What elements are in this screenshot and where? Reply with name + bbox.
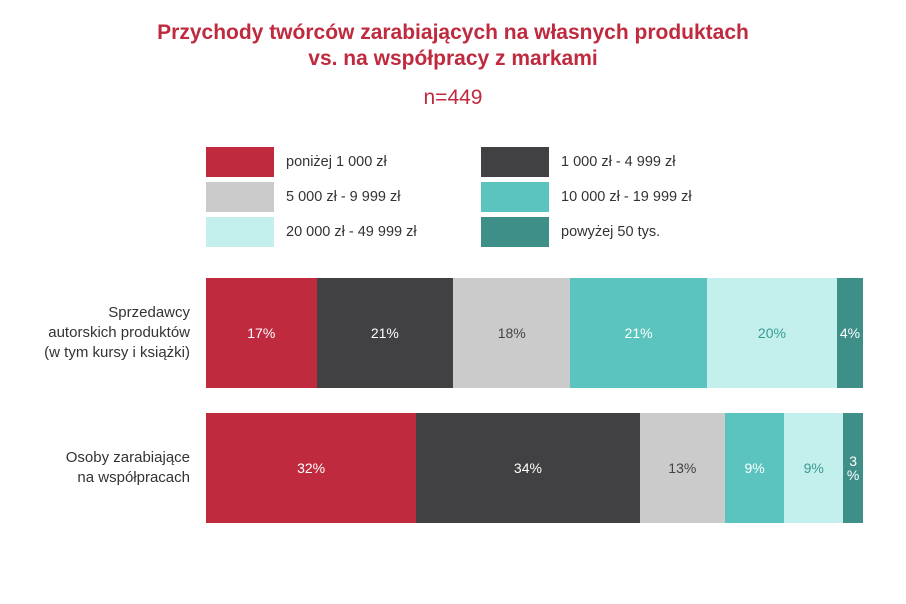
- legend-swatch-5: [206, 217, 274, 247]
- legend-swatch-3: [206, 182, 274, 212]
- data-label: 17%: [247, 325, 276, 341]
- bar-segment: 18%: [453, 278, 571, 388]
- bar-segment: 9%: [725, 413, 785, 523]
- bar-segment: 13%: [639, 413, 726, 523]
- legend-swatch-1: [206, 147, 274, 177]
- bar-segment: 34%: [416, 413, 640, 523]
- bar-segment: 4%: [836, 278, 863, 388]
- legend-label-2: 1 000 zł - 4 999 zł: [561, 154, 676, 170]
- data-label: 34%: [513, 460, 542, 476]
- data-label: 32%: [297, 460, 326, 476]
- chart-subtitle: n=449: [423, 86, 483, 109]
- legend-label-5: 20 000 zł - 49 999 zł: [286, 224, 417, 240]
- legend-label-4: 10 000 zł - 19 999 zł: [561, 189, 692, 205]
- category-label-1: Sprzedawcy autorskich produktów (w tym kur…: [44, 304, 190, 361]
- bar-segment: 3 %: [843, 413, 863, 523]
- data-label: 9%: [803, 460, 824, 476]
- legend-swatch-6: [481, 217, 549, 247]
- legend-label-6: powyżej 50 tys.: [561, 224, 661, 240]
- bar-segment: 21%: [570, 278, 707, 388]
- legend-label-1: poniżej 1 000 zł: [286, 154, 387, 170]
- bar-segment: 32%: [206, 413, 417, 523]
- data-label: 3 %: [846, 453, 860, 483]
- data-label: 13%: [668, 460, 697, 476]
- data-label: 4%: [839, 325, 861, 341]
- category-label-2: Osoby zarabiające na współpracach: [65, 449, 190, 486]
- bar-segment: 17%: [206, 278, 317, 388]
- chart-title-line1: Przychody twórców zarabiających na własn…: [157, 21, 749, 44]
- legend-swatch-2: [481, 147, 549, 177]
- data-label: 18%: [497, 325, 526, 341]
- bar-segment: 21%: [316, 278, 454, 388]
- bar-segment: 9%: [784, 413, 844, 523]
- data-label: 21%: [370, 325, 399, 341]
- legend-swatch-4: [481, 182, 549, 212]
- chart-title: Przychody twórców zarabiających na własn…: [0, 20, 906, 72]
- chart-title-line2: vs. na współpracy z markami: [308, 47, 598, 70]
- bar-segment: 20%: [706, 278, 837, 388]
- legend-label-3: 5 000 zł - 9 999 zł: [286, 189, 401, 205]
- data-label: 21%: [624, 325, 653, 341]
- data-label: 9%: [744, 460, 765, 476]
- data-label: 20%: [757, 325, 786, 341]
